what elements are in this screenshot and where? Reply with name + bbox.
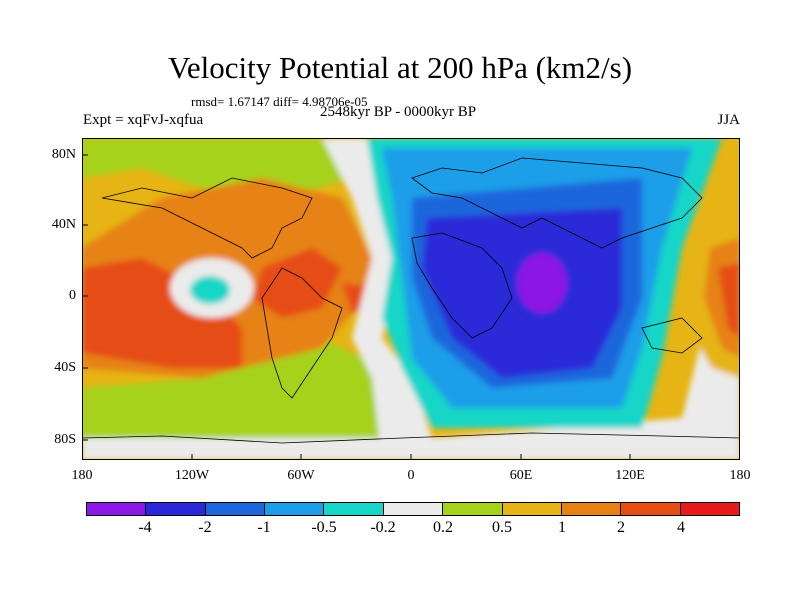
colorbar-swatch (265, 503, 325, 515)
colorbar-label: 0.5 (492, 519, 512, 536)
y-tick-label: 40N (51, 217, 76, 232)
map-title: Velocity Potential at 200 hPa (km2/s) (167, 50, 633, 85)
coastlines (82, 157, 740, 444)
map-plot (82, 138, 740, 460)
x-tick-label: 120E (615, 468, 645, 483)
y-tick-label: 0 (69, 288, 76, 303)
x-tick-label: 60E (509, 468, 533, 483)
colorbar-swatch (146, 503, 206, 515)
colorbar-label: 2 (617, 519, 625, 536)
colorbar-label: -2 (198, 519, 212, 536)
colorbar-swatch (680, 503, 739, 515)
contour-field (82, 138, 740, 460)
period-label: 2548kyr BP - 0000kyr BP (320, 104, 477, 120)
colorbar (86, 502, 740, 516)
y-tick-label: 40S (54, 360, 76, 375)
experiment-label: Expt = xqFvJ-xqfua (83, 112, 204, 128)
colorbar-label: -4 (138, 519, 152, 536)
colorbar-swatch (324, 503, 384, 515)
colorbar-label: 4 (677, 519, 685, 536)
colorbar-swatch (561, 503, 622, 515)
season-label: JJA (717, 112, 740, 128)
x-tick-label: 120W (174, 468, 210, 483)
colorbar-swatch (443, 503, 503, 515)
colorbar-swatch (87, 503, 147, 515)
x-tick-label: 60W (287, 468, 315, 483)
colorbar-label: 0.2 (433, 519, 453, 536)
axis-ticks (82, 154, 631, 460)
colorbar-label: -0.5 (311, 519, 337, 536)
colorbar-label: 1 (558, 519, 566, 536)
colorbar-swatch (383, 503, 444, 515)
colorbar-swatch (502, 503, 562, 515)
x-tick-label: 0 (407, 468, 415, 483)
colorbar-label: -1 (257, 519, 271, 536)
colorbar-label: -0.2 (370, 519, 396, 536)
x-tick-label: 180 (71, 468, 93, 483)
stats-label: rmsd= 1.67147 diff= 4.98706e-05 (191, 94, 368, 109)
y-tick-label: 80N (51, 147, 76, 162)
colorbar-swatch (205, 503, 266, 515)
y-tick-label: 80S (54, 432, 76, 447)
colorbar-swatch (621, 503, 681, 515)
x-tick-label: 180 (729, 468, 751, 483)
